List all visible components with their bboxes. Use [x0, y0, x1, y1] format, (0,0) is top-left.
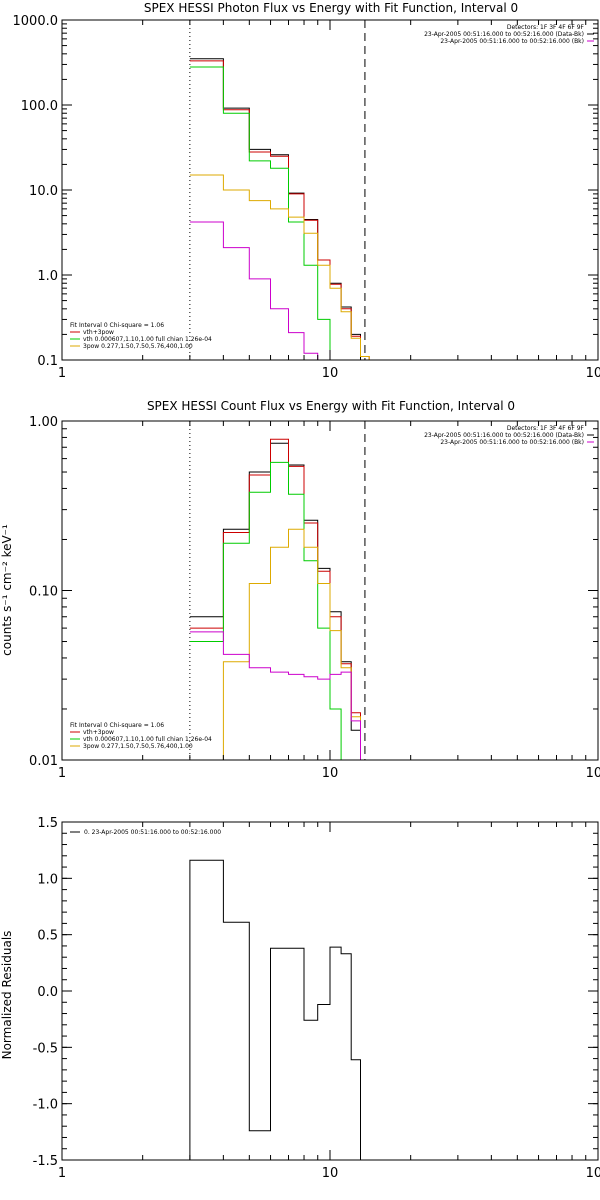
series-line-4 — [189, 631, 378, 761]
series-line-3 — [189, 174, 378, 361]
y-tick-label: 1.00 — [29, 415, 58, 430]
photon-flux-panel: SPEX HESSI Photon Flux vs Energy with Fi… — [13, 1, 600, 381]
y-tick-label: -1.0 — [33, 1098, 58, 1113]
series-line-0 — [189, 58, 378, 361]
legend-entry: 23-Apr-2005 00:51:16.000 to 00:52:16.000… — [440, 38, 584, 45]
series-line-0 — [189, 442, 378, 761]
y-axis-label: counts s⁻¹ cm⁻² keV⁻¹ — [0, 524, 14, 656]
x-tick-label: 10 — [322, 366, 339, 381]
x-tick-label: 1 — [58, 366, 66, 381]
legend-entry: vth 0.000607,1.10,1.00 full chian 1.26e-… — [83, 736, 212, 743]
series-line-0 — [189, 859, 361, 1160]
residuals-panel: Normalized Residuals 1 10 100 -1.5 -1.0 -0.5 0… — [0, 816, 600, 1181]
x-tick-label: 1 — [58, 766, 66, 781]
y-tick-label: -0.5 — [33, 1041, 58, 1056]
series-line-1 — [189, 438, 378, 761]
legend-entry: Fit Interval 0 Chi-square = 1.06 — [70, 722, 164, 729]
series-line-1 — [189, 60, 378, 361]
series-line-2 — [189, 66, 378, 361]
y-tick-label: 0.5 — [37, 929, 58, 944]
legend-entry: Detectors: 1F 3F 4F 6F 9F — [507, 425, 585, 432]
x-tick-label: 100 — [586, 766, 600, 781]
legend-entry: Fit Interval 0 Chi-square = 1.06 — [70, 322, 164, 329]
legend-entry: 23-Apr-2005 00:51:16.000 to 00:52:16.000… — [424, 432, 584, 439]
legend-entry: 3pow 0.277,1.50,7.50,5.76,400,1.00 — [83, 743, 193, 750]
series-line-3 — [189, 528, 378, 761]
x-tick-label: 1 — [58, 1166, 66, 1181]
x-tick-label: 10 — [322, 1166, 339, 1181]
y-tick-label: 0.1 — [37, 354, 58, 369]
chart-title: SPEX HESSI Count Flux vs Energy with Fit… — [147, 399, 515, 413]
legend-entry: 23-Apr-2005 00:51:16.000 to 00:52:16.000… — [440, 439, 584, 446]
legend-entry: vth+3pow — [83, 729, 114, 736]
y-tick-label: 10.0 — [29, 184, 58, 199]
x-tick-label: 100 — [586, 366, 600, 381]
series-line-2 — [189, 461, 378, 761]
y-tick-label: 0.01 — [29, 754, 58, 769]
chart-title: SPEX HESSI Photon Flux vs Energy with Fi… — [144, 1, 518, 15]
y-tick-label: 1.5 — [37, 816, 58, 831]
y-axis-label: Normalized Residuals — [0, 931, 14, 1060]
legend-entry: vth 0.000607,1.10,1.00 full chian 1.26e-… — [83, 336, 212, 343]
legend-entry: 0. 23-Apr-2005 00:51:16.000 to 00:52:16.… — [84, 829, 221, 836]
y-tick-label: 100.0 — [21, 99, 58, 114]
y-tick-label: -1.5 — [33, 1154, 58, 1169]
y-tick-label: 1.0 — [37, 872, 58, 887]
y-tick-label: 0.0 — [37, 985, 58, 1000]
y-tick-label: 0.10 — [29, 585, 58, 600]
count-flux-panel: SPEX HESSI Count Flux vs Energy with Fit… — [0, 399, 600, 781]
y-tick-label: 1.0 — [37, 269, 58, 284]
legend-entry: 3pow 0.277,1.50,7.50,5.76,400,1.00 — [83, 343, 193, 350]
series-line-4 — [189, 221, 378, 361]
y-tick-label: 1000.0 — [13, 14, 59, 29]
x-tick-label: 10 — [322, 766, 339, 781]
legend-entry: vth+3pow — [83, 329, 114, 336]
legend-entry: Detectors: 1F 3F 4F 6F 9F — [507, 24, 585, 31]
plot-frame — [61, 19, 599, 361]
legend-entry: 23-Apr-2005 00:51:16.000 to 00:52:16.000… — [424, 31, 584, 38]
x-tick-label: 100 — [586, 1166, 600, 1181]
